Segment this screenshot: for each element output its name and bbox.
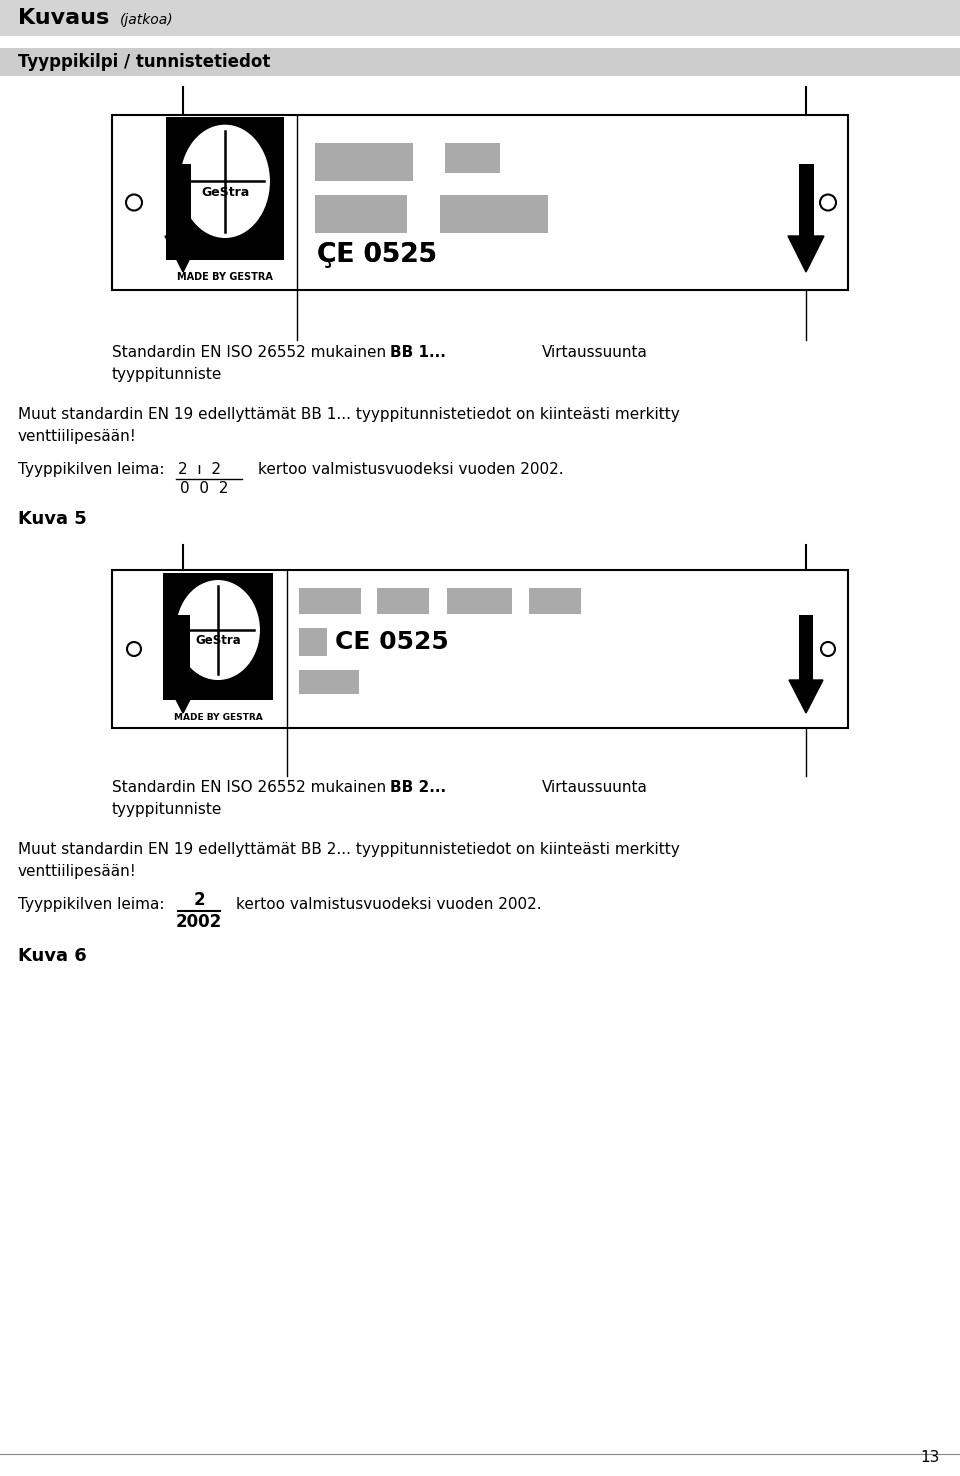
Bar: [0, 49, 960, 75]
Bar: [529, 587, 581, 614]
Text: kertoo valmistusvuodeksi vuoden 2002.: kertoo valmistusvuodeksi vuoden 2002.: [236, 897, 541, 912]
Bar: [445, 143, 500, 173]
Text: Standardin EN ISO 26552 mukainen: Standardin EN ISO 26552 mukainen: [112, 345, 391, 360]
Bar: [299, 627, 327, 655]
Text: 2: 2: [193, 892, 204, 909]
Circle shape: [126, 195, 142, 211]
Bar: [315, 195, 407, 233]
Text: Kuva 5: Kuva 5: [18, 511, 86, 528]
Circle shape: [821, 642, 835, 655]
Circle shape: [127, 642, 141, 655]
Polygon shape: [789, 680, 823, 713]
Text: tyyppitunniste: tyyppitunniste: [112, 801, 223, 818]
Polygon shape: [165, 236, 201, 272]
Bar: [315, 143, 413, 182]
Polygon shape: [788, 236, 824, 272]
Text: 2002: 2002: [176, 914, 222, 931]
Text: tyyppitunniste: tyyppitunniste: [112, 368, 223, 382]
Bar: [176, 615, 190, 680]
Text: GeStra: GeStra: [195, 633, 241, 646]
Bar: [166, 117, 284, 260]
Bar: [299, 670, 359, 694]
Bar: [112, 115, 848, 289]
Text: MADE BY GESTRA: MADE BY GESTRA: [177, 272, 273, 282]
Text: Muut standardin EN 19 edellyttämät BB 1... tyyppitunnistetiedot on kiinteästi me: Muut standardin EN 19 edellyttämät BB 1.…: [18, 407, 680, 422]
Text: 2  ı  2: 2 ı 2: [178, 462, 221, 477]
Bar: [799, 615, 813, 680]
Ellipse shape: [177, 580, 259, 679]
Text: BB 1...: BB 1...: [390, 345, 445, 360]
Text: Tyyppikilpi / tunnistetiedot: Tyyppikilpi / tunnistetiedot: [18, 53, 271, 71]
Bar: [0, 0, 960, 35]
Bar: [799, 164, 813, 236]
Text: Muut standardin EN 19 edellyttämät BB 2... tyyppitunnistetiedot on kiinteästi me: Muut standardin EN 19 edellyttämät BB 2.…: [18, 841, 680, 858]
Text: 0  0  2: 0 0 2: [180, 481, 228, 496]
Text: CE 0525: CE 0525: [335, 630, 448, 654]
Text: Virtaussuunta: Virtaussuunta: [542, 345, 648, 360]
Ellipse shape: [180, 125, 269, 238]
Text: BB 2...: BB 2...: [390, 779, 446, 796]
Text: Virtaussuunta: Virtaussuunta: [542, 779, 648, 796]
Text: Tyyppikilven leima:: Tyyppikilven leima:: [18, 462, 164, 477]
Circle shape: [820, 195, 836, 211]
Text: Tyyppikilven leima:: Tyyppikilven leima:: [18, 897, 164, 912]
Text: GeStra: GeStra: [201, 186, 250, 199]
Bar: [299, 587, 361, 614]
Text: CE 0525: CE 0525: [317, 242, 437, 269]
Bar: [112, 570, 848, 728]
Polygon shape: [166, 680, 200, 713]
Bar: [163, 573, 273, 700]
Text: venttiilipesään!: venttiilipesään!: [18, 430, 136, 444]
Text: 13: 13: [921, 1451, 940, 1466]
Text: Standardin EN ISO 26552 mukainen: Standardin EN ISO 26552 mukainen: [112, 779, 391, 796]
Bar: [447, 587, 512, 614]
Bar: [176, 164, 190, 236]
Text: Kuva 6: Kuva 6: [18, 948, 86, 965]
Text: MADE BY GESTRA: MADE BY GESTRA: [174, 713, 262, 722]
Text: (jatkoa): (jatkoa): [120, 13, 174, 27]
Bar: [440, 195, 548, 233]
Text: kertoo valmistusvuodeksi vuoden 2002.: kertoo valmistusvuodeksi vuoden 2002.: [258, 462, 564, 477]
Bar: [377, 587, 429, 614]
Text: Kuvaus: Kuvaus: [18, 7, 109, 28]
Text: ÇE 0525: ÇE 0525: [317, 242, 437, 269]
Text: venttiilipesään!: venttiilipesään!: [18, 863, 136, 880]
